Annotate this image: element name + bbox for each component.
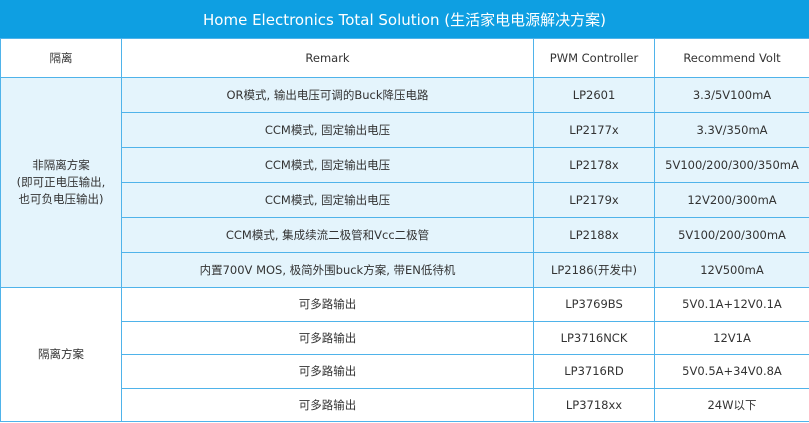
- controller-cell: LP2188x: [533, 217, 655, 253]
- table-row: CCM模式, 固定输出电压 LP2178x 5V100/200/300/350mA: [1, 147, 809, 183]
- table-row: 可多路输出 LP3718xx 24W以下: [1, 387, 809, 422]
- table-row: 隔离方案 可多路输出 LP3769BS 5V0.1A+12V0.1A: [0, 287, 809, 422]
- remark-cell: 内置700V MOS, 极简外围buck方案, 带EN低待机: [121, 252, 534, 288]
- controller-cell: LP3716RD: [533, 354, 655, 389]
- controller-cell: LP2177x: [533, 112, 655, 148]
- table-row: 非隔离方案 (即可正电压输出, 也可负电压输出) OR模式, 输出电压可调的Buc…: [0, 77, 809, 288]
- remark-cell: 可多路输出: [121, 354, 534, 389]
- table-row: CCM模式, 集成续流二极管和Vcc二极管 LP2188x 5V100/200/30…: [1, 217, 809, 253]
- table-row: 可多路输出 LP3716NCK 12V1A: [1, 320, 809, 355]
- product-table: 隔离 Remark PWM Controller Recommend Volt …: [0, 38, 809, 422]
- remark-cell: CCM模式, 固定输出电压: [121, 112, 534, 148]
- volt-cell: 5V0.5A+34V0.8A: [654, 354, 809, 389]
- controller-cell: LP2179x: [533, 182, 655, 218]
- table-row: CCM模式, 固定输出电压 LP2179x 12V200/300mA: [1, 182, 809, 218]
- table-row: 可多路输出 LP3716RD 5V0.5A+34V0.8A: [1, 354, 809, 389]
- group-label: 非隔离方案 (即可正电压输出, 也可负电压输出): [0, 77, 122, 288]
- volt-cell: 3.3V/350mA: [654, 112, 809, 148]
- remark-cell: CCM模式, 集成续流二极管和Vcc二极管: [121, 217, 534, 253]
- controller-cell: LP2178x: [533, 147, 655, 183]
- table-title: Home Electronics Total Solution (生活家电电源解…: [0, 0, 809, 38]
- volt-cell: 5V100/200/300mA: [654, 217, 809, 253]
- controller-cell: LP2601: [533, 77, 655, 113]
- header-row: 隔离 Remark PWM Controller Recommend Volt: [0, 38, 809, 78]
- volt-cell: 3.3/5V100mA: [654, 77, 809, 113]
- volt-cell: 12V1A: [654, 320, 809, 355]
- controller-cell: LP3769BS: [533, 287, 655, 322]
- controller-cell: LP3718xx: [533, 387, 655, 422]
- header-remark: Remark: [121, 38, 534, 78]
- controller-cell: LP2186(开发中): [533, 252, 655, 288]
- group-label: 隔离方案: [0, 287, 122, 422]
- volt-cell: 5V0.1A+12V0.1A: [654, 287, 809, 322]
- remark-cell: 可多路输出: [121, 287, 534, 322]
- remark-cell: CCM模式, 固定输出电压: [121, 182, 534, 218]
- header-pwm-controller: PWM Controller: [533, 38, 655, 78]
- volt-cell: 5V100/200/300/350mA: [654, 147, 809, 183]
- volt-cell: 12V500mA: [654, 252, 809, 288]
- table-row: CCM模式, 固定输出电压 LP2177x 3.3V/350mA: [1, 112, 809, 148]
- remark-cell: 可多路输出: [121, 387, 534, 422]
- remark-cell: OR模式, 输出电压可调的Buck降压电路: [121, 77, 534, 113]
- controller-cell: LP3716NCK: [533, 320, 655, 355]
- remark-cell: 可多路输出: [121, 320, 534, 355]
- table-row: 内置700V MOS, 极简外围buck方案, 带EN低待机 LP2186(开发中…: [1, 252, 809, 288]
- header-recommend-volt: Recommend Volt: [654, 38, 809, 78]
- header-isolation: 隔离: [0, 38, 122, 78]
- volt-cell: 12V200/300mA: [654, 182, 809, 218]
- remark-cell: CCM模式, 固定输出电压: [121, 147, 534, 183]
- volt-cell: 24W以下: [654, 387, 809, 422]
